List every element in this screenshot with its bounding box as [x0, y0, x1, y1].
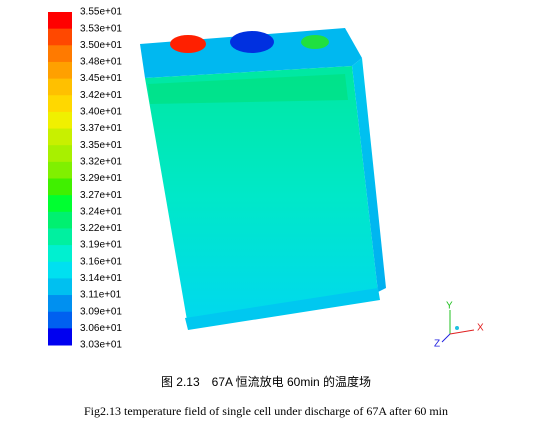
warm-band — [148, 74, 348, 104]
colorbar-swatch — [48, 161, 72, 179]
terminal-warm — [301, 35, 329, 49]
colorbar-label: 3.40e+01 — [80, 107, 122, 118]
side-face — [352, 58, 386, 292]
colorbar-label: 3.06e+01 — [80, 323, 122, 334]
colorbar-label: 3.11e+01 — [80, 290, 122, 301]
colorbar-swatch — [48, 95, 72, 113]
x-axis-label: X — [477, 323, 484, 334]
colorbar: 3.55e+01 3.53e+01 3.50e+01 3.48e+01 3.45e+01… — [48, 7, 122, 351]
colorbar-swatch — [48, 128, 72, 146]
colorbar-swatch — [48, 45, 72, 63]
colorbar-swatch — [48, 28, 72, 46]
colorbar-swatch — [48, 261, 72, 279]
colorbar-label: 3.14e+01 — [80, 273, 122, 284]
colorbar-swatch — [48, 145, 72, 163]
colorbar-label: 3.42e+01 — [80, 90, 122, 101]
colorbar-label: 3.32e+01 — [80, 156, 122, 167]
colorbar-label: 3.48e+01 — [80, 57, 122, 68]
colorbar-label: 3.03e+01 — [80, 340, 122, 351]
caption-en: Fig2.13 temperature field of single cell… — [84, 404, 448, 418]
colorbar-label: 3.53e+01 — [80, 23, 122, 34]
colorbar-label: 3.24e+01 — [80, 206, 122, 217]
cell-render — [140, 28, 386, 330]
z-axis-arrow — [441, 333, 451, 343]
caption-cn: 图 2.13 67A 恒流放电 60min 的温度场 — [161, 374, 371, 389]
y-axis-label: Y — [446, 301, 453, 312]
colorbar-swatch — [48, 111, 72, 130]
colorbar-swatch — [48, 295, 72, 313]
colorbar-swatch — [48, 61, 72, 80]
colorbar-swatch — [48, 278, 72, 296]
axes-triad: Y X Z — [434, 301, 484, 350]
x-axis-arrow — [449, 329, 475, 335]
colorbar-swatch — [48, 245, 72, 263]
colorbar-label: 3.35e+01 — [80, 140, 122, 151]
colorbar-swatch — [48, 328, 72, 346]
colorbar-label: 3.16e+01 — [80, 256, 122, 267]
base — [185, 288, 380, 330]
colorbar-swatch — [48, 195, 72, 213]
colorbar-label: 3.22e+01 — [80, 223, 122, 234]
colorbar-swatch — [48, 12, 72, 30]
colorbar-label: 3.29e+01 — [80, 173, 122, 184]
colorbar-label: 3.27e+01 — [80, 190, 122, 201]
colorbar-swatch — [48, 178, 72, 196]
triad-origin — [455, 326, 459, 330]
colorbar-swatch — [48, 228, 72, 246]
colorbar-label: 3.37e+01 — [80, 123, 122, 134]
terminal-hot — [170, 35, 206, 53]
colorbar-label: 3.45e+01 — [80, 73, 122, 84]
colorbar-swatch — [48, 211, 72, 229]
colorbar-label: 3.09e+01 — [80, 306, 122, 317]
colorbar-label: 3.55e+01 — [80, 7, 122, 18]
front-face — [145, 66, 378, 326]
z-axis-label: Z — [434, 339, 440, 350]
colorbar-swatch — [48, 78, 72, 96]
colorbar-swatch — [48, 311, 72, 329]
terminal-cool — [230, 31, 274, 53]
colorbar-label: 3.19e+01 — [80, 240, 122, 251]
colorbar-label: 3.50e+01 — [80, 40, 122, 51]
